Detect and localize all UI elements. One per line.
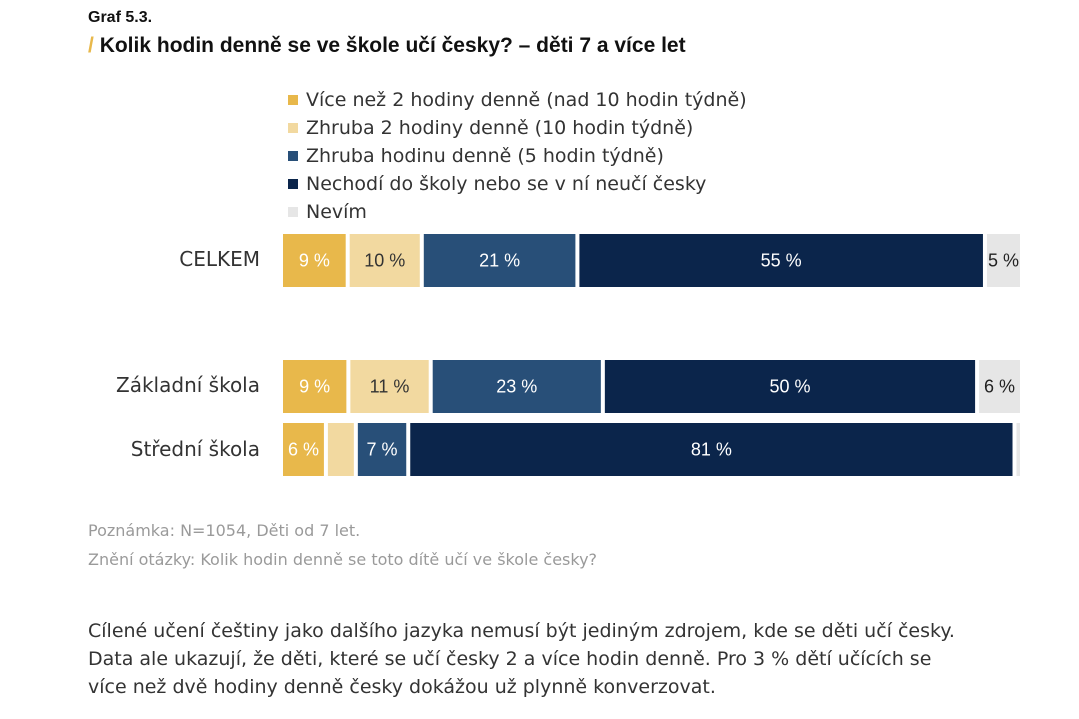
question-wording: Znění otázky: Kolik hodin denně se toto … (88, 550, 598, 569)
legend-swatch (288, 179, 298, 189)
body-line: Data ale ukazují, že děti, které se učí … (88, 648, 932, 670)
graph-number: Graf 5.3. (88, 9, 153, 26)
legend-swatch (288, 95, 298, 105)
body-line: více než dvě hodiny denně česky dokážou … (88, 676, 716, 698)
data-label: 50 % (769, 377, 810, 397)
bar-zakladni-skola-series-2 (350, 360, 429, 413)
title-slash: / (88, 34, 94, 57)
data-label: 10 % (364, 251, 405, 271)
category-label-stredni-skola: Střední škola (130, 437, 260, 461)
legend-swatch (288, 151, 298, 161)
legend-swatch (288, 207, 298, 217)
bar-stredni-skola-series-5 (1016, 423, 1020, 476)
legend-item: Nechodí do školy nebo se v ní neučí česk… (288, 170, 747, 198)
legend-label: Zhruba 2 hodiny denně (10 hodin týdně) (306, 117, 694, 139)
data-label: 9 % (299, 251, 330, 271)
legend-label: Nechodí do školy nebo se v ní neučí česk… (306, 173, 707, 195)
data-label: 23 % (496, 377, 537, 397)
data-label: 7 % (367, 440, 398, 460)
body-paragraph: Cílené učení češtiny jako dalšího jazyka… (88, 617, 1028, 701)
chart-note: Poznámka: N=1054, Děti od 7 let. (88, 521, 361, 540)
legend-swatch (288, 123, 298, 133)
data-label: 81 % (691, 440, 732, 460)
bar-celkem-series-2 (349, 234, 420, 287)
data-label: 6 % (984, 377, 1015, 397)
data-label: 21 % (479, 251, 520, 271)
chart-title: / Kolik hodin denně se ve škole učí česk… (88, 34, 686, 58)
bar-stredni-skola-series-2 (327, 423, 354, 476)
data-label: 9 % (299, 377, 330, 397)
legend-label: Více než 2 hodiny denně (nad 10 hodin tý… (306, 89, 747, 111)
bar-zakladni-skola-series-4 (604, 360, 976, 413)
bar-zakladni-skola-series-5 (979, 360, 1020, 413)
bar-zakladni-skola-series-1 (283, 360, 347, 413)
chart-title-text: Kolik hodin denně se ve škole učí česky?… (99, 34, 686, 57)
legend-item: Více než 2 hodiny denně (nad 10 hodin tý… (288, 86, 747, 114)
bar-celkem-series-5 (986, 234, 1020, 287)
bar-celkem-series-4 (579, 234, 983, 287)
legend: Více než 2 hodiny denně (nad 10 hodin tý… (288, 86, 747, 226)
legend-label: Zhruba hodinu denně (5 hodin týdně) (306, 145, 664, 167)
legend-item: Nevím (288, 198, 747, 226)
data-label: 6 % (288, 440, 319, 460)
category-label-celkem: CELKEM (179, 247, 260, 271)
data-label: 5 % (988, 251, 1019, 271)
legend-item: Zhruba hodinu denně (5 hodin týdně) (288, 142, 747, 170)
bar-celkem-series-3 (423, 234, 576, 287)
category-label-zakladni-skola: Základní škola (116, 373, 260, 397)
bar-zakladni-skola-series-3 (432, 360, 601, 413)
bar-celkem-series-1 (283, 234, 346, 287)
bar-stredni-skola-series-4 (410, 423, 1013, 476)
legend-item: Zhruba 2 hodiny denně (10 hodin týdně) (288, 114, 747, 142)
legend-label: Nevím (306, 201, 367, 223)
bar-stredni-skola-series-1 (283, 423, 324, 476)
body-line: Cílené učení češtiny jako dalšího jazyka… (88, 620, 955, 642)
data-label: 11 % (370, 377, 410, 397)
bar-stredni-skola-series-3 (357, 423, 407, 476)
data-label: 55 % (761, 251, 802, 271)
